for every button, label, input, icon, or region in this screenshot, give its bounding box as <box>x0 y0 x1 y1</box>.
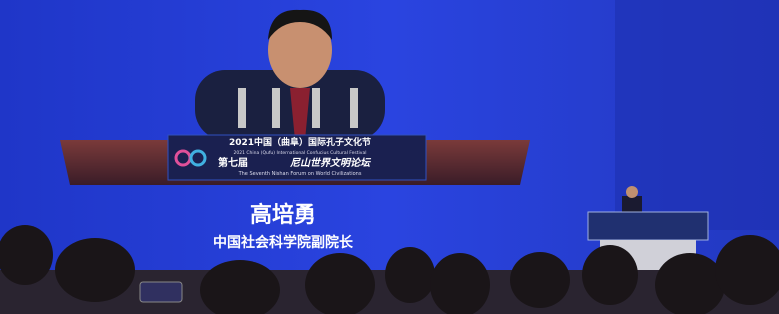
forum-title: 尼山世界文明论坛 <box>290 157 372 169</box>
audience-head <box>55 238 135 302</box>
audience-head <box>510 252 570 308</box>
microphone <box>272 88 280 128</box>
edition: 第七届 <box>218 156 248 169</box>
lectern <box>588 212 708 240</box>
small-speaker <box>622 196 642 214</box>
audience-head <box>385 247 435 303</box>
small-speaker-head <box>626 186 638 198</box>
audience-head <box>655 253 725 314</box>
forum-title-en: The Seventh Nishan Forum on World Civili… <box>238 171 362 177</box>
speaker-title: 中国社会科学院副院长 <box>213 234 354 251</box>
audience-head <box>305 253 375 314</box>
side-screen <box>615 0 779 230</box>
festival-title: 2021中国（曲阜）国际孔子文化节 <box>229 136 371 148</box>
microphone <box>350 88 358 128</box>
festival-title-en: 2021 China (Qufu) International Confuciu… <box>234 150 367 156</box>
audience-head <box>582 245 638 305</box>
speaker-name: 高培勇 <box>250 202 316 228</box>
phone <box>140 282 182 302</box>
page: 2021中国（曲阜）国际孔子文化节 2021 China (Qufu) Inte… <box>0 0 779 314</box>
microphone <box>238 88 246 128</box>
audience-head <box>430 253 490 314</box>
microphone <box>312 88 320 128</box>
scene: 2021中国（曲阜）国际孔子文化节 2021 China (Qufu) Inte… <box>0 0 779 314</box>
